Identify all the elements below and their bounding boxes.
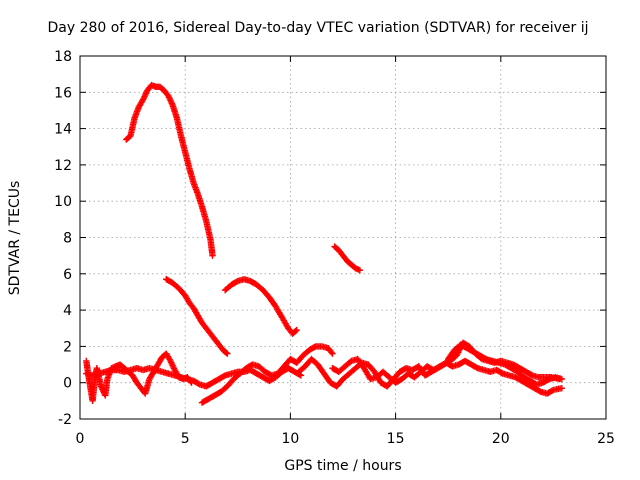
y-tick-label: 6 [63, 267, 72, 283]
x-tick-label: 5 [181, 431, 190, 447]
data-series [83, 81, 566, 406]
data-point [498, 369, 505, 377]
data-point [293, 326, 300, 334]
data-point [195, 380, 202, 387]
x-tick-labels: 0 5 10 15 20 25 [76, 431, 615, 447]
y-tick-label: 2 [63, 339, 72, 355]
x-tick-label: 0 [76, 431, 85, 447]
data-point [329, 350, 336, 357]
data-point [292, 327, 299, 335]
x-tick-label: 20 [492, 431, 510, 447]
data-point [297, 372, 305, 379]
y-tick-label: 16 [54, 85, 72, 101]
data-point [548, 387, 556, 394]
y-tick-label: 0 [63, 376, 72, 392]
series-1 [123, 81, 216, 259]
series-9 [329, 355, 566, 397]
y-tick-label: 14 [54, 122, 72, 138]
x-tick-label: 10 [281, 431, 299, 447]
data-point [224, 350, 231, 357]
data-point [558, 384, 566, 392]
series-4 [221, 276, 300, 337]
x-axis-label: GPS time / hours [284, 458, 401, 474]
data-point [536, 387, 543, 395]
y-axis-label: SDTVAR / TECUs [7, 181, 23, 296]
data-point [311, 343, 318, 351]
data-point [220, 372, 228, 380]
data-point [356, 266, 364, 274]
data-point [223, 349, 230, 356]
y-tick-label: 4 [63, 303, 72, 319]
y-tick-label: 18 [54, 49, 72, 65]
y-tick-labels: -2 0 2 4 6 8 10 12 14 16 18 [54, 49, 72, 428]
x-tick-label: 25 [597, 431, 615, 447]
y-tick-label: 10 [54, 194, 72, 210]
data-point [481, 355, 489, 362]
data-point [544, 376, 552, 383]
series-7 [198, 343, 336, 406]
data-point [558, 375, 566, 383]
data-point [209, 252, 216, 259]
x-tick-label: 15 [387, 431, 405, 447]
data-point [473, 364, 480, 371]
series-3 [163, 276, 231, 357]
data-point [527, 371, 535, 378]
data-point [328, 349, 335, 356]
series-2 [331, 243, 364, 274]
chart-title: Day 280 of 2016, Sidereal Day-to-day VTE… [48, 20, 589, 36]
plot-frame [79, 55, 607, 420]
y-tick-label: -2 [58, 412, 72, 428]
data-point [233, 278, 240, 285]
series-10 [445, 341, 566, 388]
y-tick-label: 12 [54, 158, 72, 174]
y-tick-label: 8 [63, 231, 72, 247]
